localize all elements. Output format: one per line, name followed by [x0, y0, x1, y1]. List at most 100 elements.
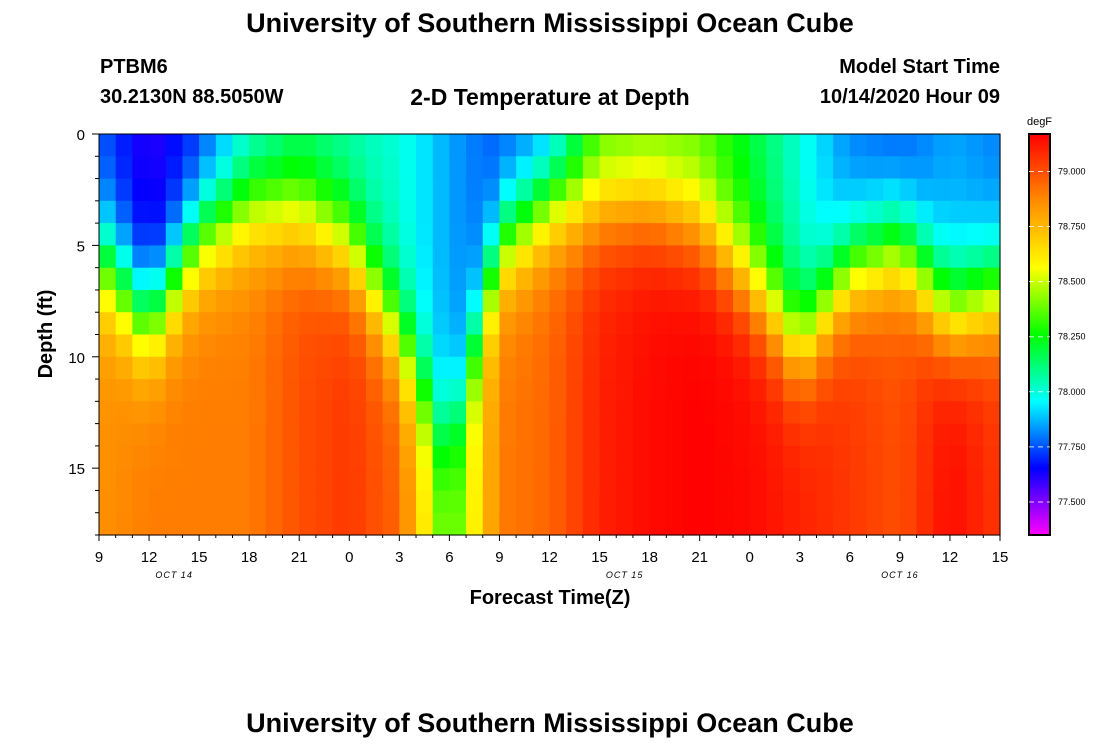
heatmap-cell	[866, 223, 884, 246]
heatmap-cell	[182, 490, 200, 514]
heatmap-cell	[182, 356, 200, 380]
heatmap-cell	[249, 468, 267, 492]
heatmap-cell	[916, 312, 934, 336]
heatmap-cell	[649, 401, 667, 425]
heatmap-cell	[883, 379, 901, 402]
heatmap-cell	[249, 379, 267, 402]
heatmap-cell	[416, 356, 434, 380]
heatmap-cell	[883, 356, 901, 380]
heatmap-cell	[983, 223, 1001, 246]
heatmap-cell	[933, 379, 951, 402]
heatmap-cell	[666, 200, 684, 224]
heatmap-cell	[182, 245, 200, 269]
heatmap-cell	[733, 356, 751, 380]
heatmap-cell	[599, 512, 617, 536]
colorbar-tick-label: 77.750	[1058, 442, 1086, 452]
heatmap-cell	[616, 245, 634, 269]
heatmap-cell	[432, 379, 450, 402]
heatmap-cell	[365, 490, 384, 514]
heatmap-cell	[716, 356, 734, 380]
heatmap-cell	[399, 134, 417, 157]
heatmap-cell	[649, 512, 667, 536]
heatmap-cell	[99, 245, 117, 269]
heatmap-cell	[449, 356, 467, 380]
heatmap-cell	[949, 289, 968, 313]
heatmap-cell	[916, 379, 934, 402]
heatmap-cell	[232, 245, 250, 269]
heatmap-cell	[349, 200, 367, 224]
heatmap-cell	[549, 267, 567, 291]
heatmap-cell	[332, 445, 350, 469]
heatmap-cell	[516, 379, 534, 402]
heatmap-cell	[899, 134, 918, 157]
heatmap-cell	[466, 512, 484, 536]
heatmap-cell	[499, 200, 517, 224]
heatmap-cell	[616, 156, 634, 180]
heatmap-cell	[899, 512, 918, 536]
heatmap-cell	[532, 245, 551, 269]
heatmap-cell	[733, 178, 751, 202]
heatmap-cell	[549, 490, 567, 514]
heatmap-cell	[182, 223, 200, 246]
heatmap-cell	[132, 312, 150, 336]
heatmap-cell	[983, 334, 1001, 358]
heatmap-cell	[549, 245, 567, 269]
heatmap-cell	[115, 312, 133, 336]
heatmap-cell	[799, 445, 818, 469]
heatmap-cell	[582, 334, 601, 358]
heatmap-cell	[666, 312, 684, 336]
heatmap-cell	[282, 200, 300, 224]
heatmap-cell	[115, 245, 133, 269]
heatmap-cell	[849, 267, 868, 291]
heatmap-cell	[916, 401, 934, 425]
heatmap-cell	[332, 178, 350, 202]
heatmap-cell	[799, 178, 818, 202]
heatmap-cell	[883, 401, 901, 425]
heatmap-cell	[849, 512, 868, 536]
heatmap-cell	[149, 379, 167, 402]
heatmap-cell	[416, 468, 434, 492]
heatmap-cell	[699, 468, 717, 492]
heatmap-cell	[215, 490, 234, 514]
heatmap-cell	[382, 245, 400, 269]
heatmap-cell	[532, 200, 551, 224]
heatmap-cell	[599, 200, 617, 224]
heatmap-cell	[699, 312, 717, 336]
heatmap-cell	[199, 312, 217, 336]
heatmap-cell	[399, 423, 417, 447]
heatmap-cell	[215, 356, 234, 380]
heatmap-cell	[632, 134, 651, 157]
heatmap-cell	[365, 445, 384, 469]
heatmap-cell	[632, 245, 651, 269]
heatmap-cell	[966, 468, 984, 492]
heatmap-cell	[682, 156, 701, 180]
heatmap-cell	[966, 445, 984, 469]
heatmap-cell	[599, 401, 617, 425]
heatmap-cell	[566, 334, 584, 358]
heatmap-cell	[649, 223, 667, 246]
heatmap-cell	[649, 468, 667, 492]
heatmap-cell	[282, 445, 300, 469]
heatmap-cell	[315, 468, 334, 492]
heatmap-cell	[365, 423, 384, 447]
heatmap-cell	[482, 401, 501, 425]
heatmap-cell	[816, 334, 834, 358]
heatmap-cell	[115, 289, 133, 313]
heatmap-cell	[282, 490, 300, 514]
heatmap-cell	[382, 312, 400, 336]
heatmap-cell	[666, 423, 684, 447]
heatmap-cell	[949, 134, 968, 157]
heatmap-cell	[482, 356, 501, 380]
heatmap-cell	[432, 312, 450, 336]
heatmap-cell	[199, 200, 217, 224]
heatmap-cell	[899, 356, 918, 380]
y-axis-label: Depth (ft)	[35, 290, 57, 379]
heatmap-cell	[399, 490, 417, 514]
heatmap-cell	[332, 312, 350, 336]
heatmap-cell	[666, 245, 684, 269]
heatmap-cell	[632, 267, 651, 291]
heatmap-cell	[983, 445, 1001, 469]
heatmap-cell	[299, 267, 317, 291]
heatmap-cell	[449, 334, 467, 358]
